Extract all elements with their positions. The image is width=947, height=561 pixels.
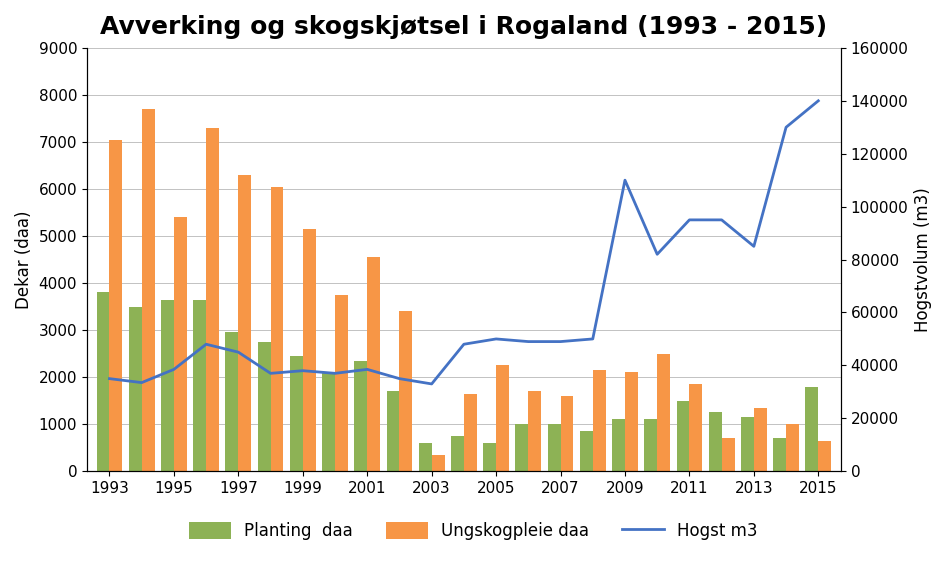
Bar [225, 333, 239, 471]
Bar [818, 440, 831, 471]
Title: Avverking og skogskjøtsel i Rogaland (1993 - 2015): Avverking og skogskjøtsel i Rogaland (19… [100, 15, 828, 39]
Hogst m3 [362, 366, 373, 373]
Line: Hogst m3: Hogst m3 [110, 101, 818, 384]
Bar [593, 370, 606, 471]
Bar [129, 307, 142, 471]
Bar [496, 365, 509, 471]
Hogst m3 [136, 379, 148, 386]
Bar [722, 438, 735, 471]
Bar [303, 229, 315, 471]
Bar [676, 401, 689, 471]
Bar [239, 175, 251, 471]
Bar [142, 109, 154, 471]
Y-axis label: Hogstvolum (m3): Hogstvolum (m3) [914, 187, 932, 332]
Bar [451, 436, 464, 471]
Bar [400, 311, 412, 471]
Bar [580, 431, 593, 471]
Bar [432, 455, 444, 471]
Bar [657, 353, 670, 471]
Hogst m3 [104, 375, 116, 382]
Bar [367, 257, 380, 471]
Hogst m3 [201, 341, 212, 348]
Hogst m3 [716, 217, 727, 223]
Hogst m3 [330, 370, 341, 376]
Bar [786, 424, 799, 471]
Bar [708, 412, 722, 471]
Bar [335, 295, 348, 471]
Bar [483, 443, 496, 471]
Hogst m3 [297, 367, 309, 374]
Bar [561, 396, 574, 471]
Hogst m3 [426, 380, 438, 387]
Bar [271, 187, 283, 471]
Bar [805, 387, 818, 471]
Bar [528, 391, 541, 471]
Hogst m3 [458, 341, 470, 348]
Hogst m3 [780, 124, 792, 131]
Bar [464, 394, 476, 471]
Hogst m3 [813, 98, 824, 104]
Bar [354, 361, 367, 471]
Bar [644, 420, 657, 471]
Bar [754, 408, 767, 471]
Bar [386, 391, 400, 471]
Bar [193, 300, 206, 471]
Bar [689, 384, 703, 471]
Hogst m3 [619, 177, 631, 183]
Hogst m3 [265, 370, 277, 376]
Hogst m3 [587, 335, 599, 342]
Y-axis label: Dekar (daa): Dekar (daa) [15, 210, 33, 309]
Hogst m3 [652, 251, 663, 257]
Bar [97, 292, 110, 471]
Bar [322, 373, 335, 471]
Hogst m3 [684, 217, 695, 223]
Bar [773, 438, 786, 471]
Hogst m3 [523, 338, 534, 345]
Bar [258, 342, 271, 471]
Bar [741, 417, 754, 471]
Hogst m3 [233, 349, 244, 356]
Bar [612, 420, 625, 471]
Hogst m3 [394, 375, 405, 382]
Legend: Planting  daa, Ungskogpleie daa, Hogst m3: Planting daa, Ungskogpleie daa, Hogst m3 [183, 516, 764, 547]
Hogst m3 [491, 335, 502, 342]
Hogst m3 [555, 338, 566, 345]
Hogst m3 [169, 366, 180, 373]
Bar [110, 140, 122, 471]
Bar [174, 217, 187, 471]
Bar [206, 128, 219, 471]
Bar [515, 424, 528, 471]
Bar [290, 356, 303, 471]
Hogst m3 [748, 243, 759, 250]
Bar [625, 373, 638, 471]
Bar [419, 443, 432, 471]
Bar [161, 300, 174, 471]
Bar [547, 424, 561, 471]
